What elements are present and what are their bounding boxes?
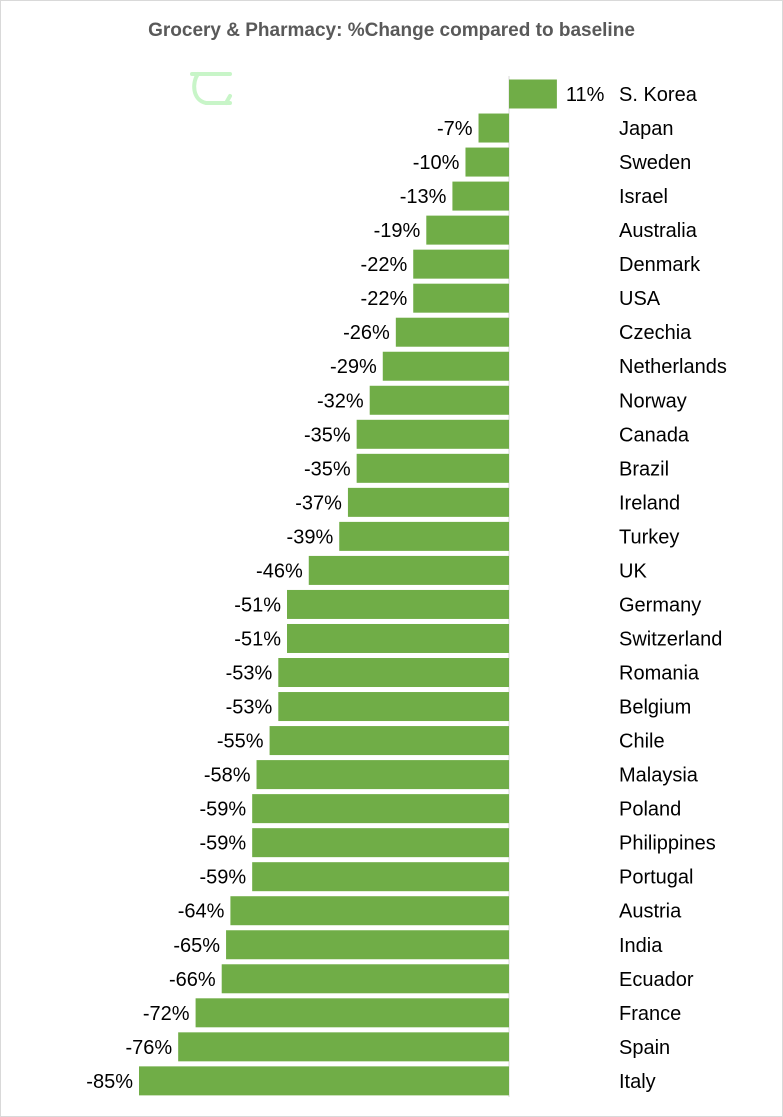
data-label: -35% [304, 458, 351, 480]
data-label: -53% [226, 663, 273, 685]
category-label: UK [619, 560, 647, 582]
category-label: Ecuador [619, 969, 694, 991]
data-label: 11% [566, 84, 605, 106]
data-label: -51% [234, 628, 281, 650]
data-label: -39% [287, 526, 334, 548]
bar-germany [287, 589, 509, 619]
bar-turkey [339, 521, 509, 551]
category-label: Malaysia [619, 765, 699, 787]
category-label: Philippines [619, 833, 716, 855]
category-label: Sweden [619, 152, 691, 174]
category-label: Israel [619, 186, 668, 208]
data-label: -22% [361, 288, 408, 310]
data-label: -13% [400, 186, 447, 208]
category-label: Denmark [619, 254, 701, 276]
data-label: -66% [169, 969, 216, 991]
bar-romania [278, 658, 509, 688]
category-label: Romania [619, 663, 700, 685]
data-label: -46% [256, 560, 303, 582]
category-label: Austria [619, 901, 682, 923]
data-label: -37% [295, 492, 342, 514]
watermark-logo [190, 72, 232, 105]
bar-portugal [252, 862, 510, 892]
data-label: -51% [234, 594, 281, 616]
bar-czechia [395, 317, 509, 347]
data-label: -76% [125, 1037, 172, 1059]
data-label: -64% [178, 901, 225, 923]
category-label: Australia [619, 220, 698, 242]
category-label: Turkey [619, 526, 679, 548]
data-label: -59% [199, 799, 246, 821]
data-label: -26% [343, 322, 390, 344]
category-label: Poland [619, 799, 681, 821]
bar-austria [230, 896, 510, 926]
category-label: Chile [619, 731, 665, 753]
data-label: -59% [199, 867, 246, 889]
bar-s-korea [509, 79, 557, 109]
data-label: -10% [413, 152, 460, 174]
bar-canada [356, 419, 509, 449]
bar-malaysia [256, 760, 509, 790]
category-label: Netherlands [619, 356, 727, 378]
category-label: USA [619, 288, 661, 310]
category-label: Italy [619, 1071, 656, 1093]
category-label: Germany [619, 594, 701, 616]
bar-japan [478, 113, 509, 143]
category-label: Czechia [619, 322, 692, 344]
bar-israel [452, 181, 509, 211]
data-label: -72% [143, 1003, 190, 1025]
bar-norway [369, 385, 509, 415]
category-label: S. Korea [619, 84, 698, 106]
category-label: France [619, 1003, 681, 1025]
bar-uk [308, 555, 509, 585]
category-label: Spain [619, 1037, 670, 1059]
data-label: -32% [317, 390, 364, 412]
data-label: -7% [437, 118, 473, 140]
bar-italy [139, 1066, 509, 1096]
data-label: -65% [173, 935, 220, 957]
bar-australia [426, 215, 509, 245]
category-label: Norway [619, 390, 687, 412]
data-label: -58% [204, 765, 251, 787]
bar-france [195, 998, 509, 1028]
bar-brazil [356, 453, 509, 483]
category-label: Portugal [619, 867, 694, 889]
category-label: Brazil [619, 458, 669, 480]
bar-poland [252, 794, 510, 824]
category-label: Belgium [619, 697, 691, 719]
bar-switzerland [287, 623, 509, 653]
data-label: -55% [217, 731, 264, 753]
bar-chile [269, 726, 509, 756]
category-label: Japan [619, 118, 674, 140]
bar-belgium [278, 692, 509, 722]
bar-usa [413, 283, 509, 313]
data-label: -85% [86, 1071, 133, 1093]
bar-sweden [465, 147, 509, 177]
bar-netherlands [382, 351, 509, 381]
data-label: -22% [361, 254, 408, 276]
bar-spain [178, 1032, 510, 1062]
bar-ireland [347, 487, 509, 517]
data-label: -19% [374, 220, 421, 242]
category-label: Switzerland [619, 628, 722, 650]
data-label: -53% [226, 697, 273, 719]
category-label: India [619, 935, 663, 957]
category-label: Ireland [619, 492, 680, 514]
bar-philippines [252, 828, 510, 858]
bar-ecuador [221, 964, 510, 994]
data-label: -29% [330, 356, 377, 378]
data-label: -35% [304, 424, 351, 446]
bar-denmark [413, 249, 509, 279]
bar-india [226, 930, 509, 960]
chart-title: Grocery & Pharmacy: %Change compared to … [148, 20, 635, 41]
data-label: -59% [199, 833, 246, 855]
category-label: Canada [619, 424, 690, 446]
